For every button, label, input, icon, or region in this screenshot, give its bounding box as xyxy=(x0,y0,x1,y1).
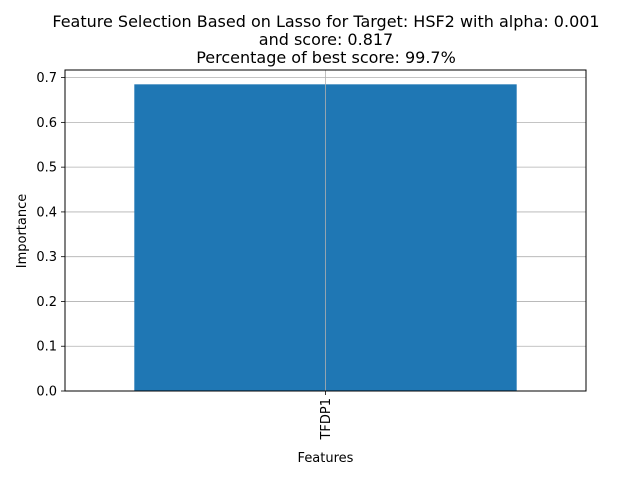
y-tick-label: 0.4 xyxy=(36,205,57,220)
y-tick-label: 0.7 xyxy=(36,71,57,86)
y-tick-label: 0.6 xyxy=(36,116,57,131)
chart-title-line: Feature Selection Based on Lasso for Tar… xyxy=(52,12,599,31)
y-tick-label: 0.0 xyxy=(36,385,57,400)
chart-title-line: and score: 0.817 xyxy=(259,30,393,49)
x-tick-label: TFDP1 xyxy=(319,398,334,441)
x-axis-label: Features xyxy=(298,451,354,466)
y-tick-label: 0.3 xyxy=(36,250,57,265)
chart-title: Feature Selection Based on Lasso for Tar… xyxy=(52,12,599,67)
y-tick-label: 0.2 xyxy=(36,295,57,310)
y-axis-label: Importance xyxy=(15,194,30,269)
y-tick-label: 0.5 xyxy=(36,161,57,176)
chart-title-line: Percentage of best score: 99.7% xyxy=(196,48,456,67)
y-tick-label: 0.1 xyxy=(36,340,57,355)
x-axis-ticks: TFDP1 xyxy=(319,391,334,441)
y-axis-ticks: 0.0 0.1 0.2 0.3 0.4 0.5 0.6 0.7 xyxy=(36,71,65,400)
